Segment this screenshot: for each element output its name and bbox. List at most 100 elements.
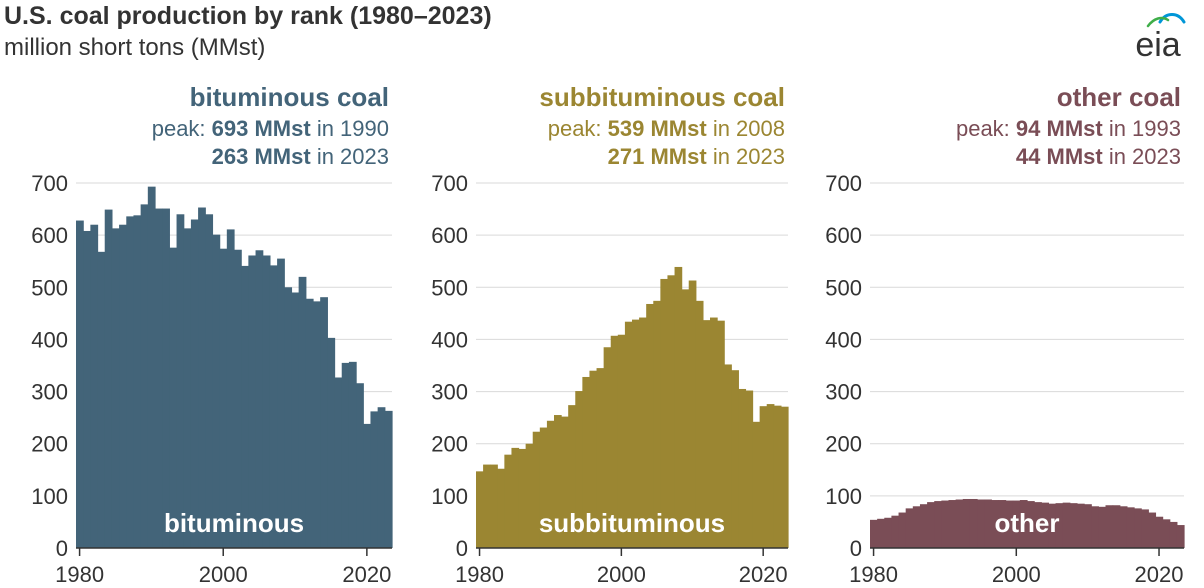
panel-subbituminous: 0 100 200 300 400 500 600 700 1980 2000 2020 subbit… (431, 82, 789, 587)
bar-1982 (490, 464, 498, 548)
bar-2007 (1062, 502, 1071, 548)
bar-1997 (198, 207, 206, 548)
bar-2012 (702, 320, 711, 548)
bar-1996 (589, 370, 598, 548)
y-tick-label: 0 (850, 536, 862, 561)
y-tick-label: 500 (825, 275, 862, 300)
bar-2017 (1134, 508, 1142, 548)
bar-2001 (226, 229, 235, 548)
bar-2022 (377, 407, 386, 548)
bar-1981 (483, 464, 491, 548)
x-tick-label: 2000 (597, 562, 646, 587)
peak-prefix: peak: (152, 116, 212, 141)
bar-2007 (667, 275, 676, 548)
bar-2019 (1148, 512, 1157, 548)
y-tick-label: 500 (431, 275, 468, 300)
bar-1997 (596, 368, 605, 548)
panel-heading: subbituminous coal (539, 82, 785, 112)
peak-year: in 2008 (707, 116, 785, 141)
bar-1991 (554, 415, 562, 548)
bar-2023 (1176, 525, 1185, 548)
bar-2018 (1141, 509, 1149, 548)
peak-value: 693 MMst (212, 116, 312, 141)
bar-2011 (695, 300, 704, 548)
bar-2002 (1027, 501, 1035, 548)
peak-value: 94 MMst (1016, 116, 1103, 141)
y-tick-label: 700 (431, 171, 468, 196)
panel-heading: bituminous coal (190, 82, 389, 112)
latest-year: in 2023 (311, 144, 389, 169)
bar-2014 (320, 297, 328, 548)
y-tick-label: 600 (825, 223, 862, 248)
panel-bituminous: 0 100 200 300 400 500 600 700 1980 2000 2020 bitumi… (31, 82, 393, 587)
bar-1995 (183, 228, 192, 548)
bar-2011 (1091, 506, 1099, 548)
bar-1982 (884, 517, 893, 548)
y-tick-label: 300 (825, 380, 862, 405)
bar-2012 (305, 298, 314, 548)
bar-2009 (681, 289, 690, 548)
bar-1988 (532, 431, 541, 548)
bar-1983 (497, 468, 505, 548)
peak-annotation: peak: 94 MMst in 1993 (956, 116, 1181, 141)
bar-2021 (766, 404, 775, 548)
y-tick-label: 200 (431, 432, 468, 457)
bar-1994 (575, 391, 583, 548)
bar-2005 (1048, 503, 1057, 548)
peak-annotation: peak: 693 MMst in 1990 (152, 116, 389, 141)
x-tick-label: 2000 (992, 562, 1041, 587)
bar-1990 (147, 186, 156, 548)
bar-1987 (126, 216, 135, 548)
bar-1993 (962, 498, 971, 548)
y-tick-label: 0 (56, 536, 68, 561)
bar-2012 (1098, 506, 1107, 548)
x-tick-label: 1980 (455, 562, 504, 587)
bar-1991 (155, 208, 163, 549)
bar-2000 (617, 334, 626, 548)
bar-2017 (341, 362, 350, 548)
y-tick-label: 400 (431, 327, 468, 352)
y-tick-label: 200 (31, 432, 68, 457)
bar-2022 (1169, 521, 1178, 548)
bar-2013 (710, 317, 718, 548)
bar-1992 (162, 208, 170, 549)
panel-other: 0 100 200 300 400 500 600 700 1980 2000 2020 other o… (825, 82, 1185, 587)
bar-1987 (525, 443, 534, 548)
bar-2019 (752, 421, 761, 548)
bar-2020 (1155, 516, 1164, 548)
bar-1986 (119, 224, 127, 548)
y-tick-label: 100 (31, 484, 68, 509)
x-tick-label: 2020 (1135, 562, 1184, 587)
bar-1999 (1005, 500, 1014, 548)
bar-1985 (511, 447, 520, 548)
bar-2009 (284, 287, 293, 548)
bar-1995 (977, 499, 985, 548)
latest-value: 271 MMst (608, 144, 708, 169)
bar-1996 (190, 219, 199, 548)
bar-2021 (370, 411, 379, 548)
bar-2006 (262, 255, 271, 548)
bar-1998 (998, 500, 1007, 548)
bar-2016 (334, 377, 343, 548)
bar-2019 (356, 383, 364, 548)
bar-1989 (539, 427, 548, 548)
bar-1984 (104, 209, 113, 549)
series-inner-label: bituminous (164, 508, 304, 538)
bar-2000 (219, 248, 228, 548)
bar-2003 (241, 265, 249, 548)
bar-2003 (1034, 502, 1042, 548)
eia-logo: eia (1135, 13, 1186, 64)
bar-1992 (955, 499, 964, 548)
bar-1999 (610, 335, 619, 548)
y-tick-label: 700 (825, 171, 862, 196)
bar-2001 (624, 321, 633, 548)
bar-2013 (1105, 505, 1114, 548)
peak-value: 539 MMst (608, 116, 708, 141)
bar-2020 (759, 406, 768, 548)
y-tick-label: 300 (431, 380, 468, 405)
bar-1996 (984, 499, 992, 548)
y-tick-label: 0 (456, 536, 468, 561)
y-tick-label: 100 (431, 484, 468, 509)
bar-2018 (745, 390, 754, 548)
bar-1986 (518, 448, 527, 548)
